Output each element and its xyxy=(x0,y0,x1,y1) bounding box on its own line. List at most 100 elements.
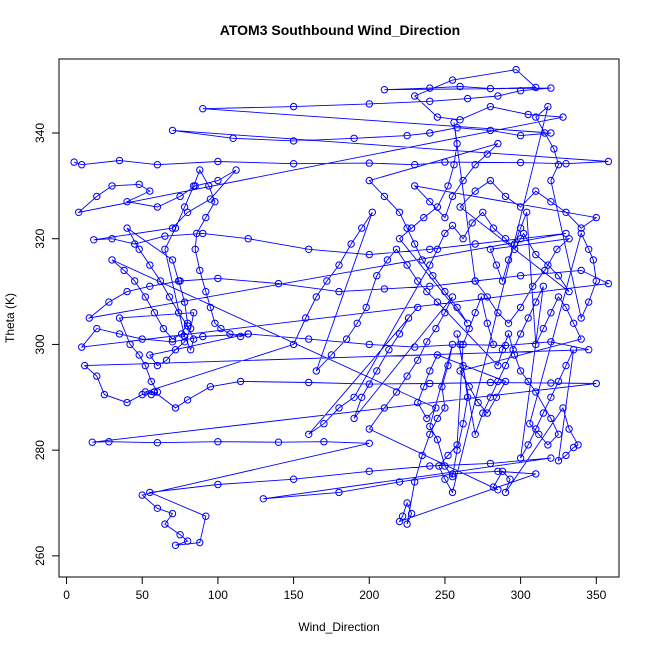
data-point xyxy=(483,319,491,327)
data-point xyxy=(547,176,555,185)
data-point xyxy=(180,203,189,211)
data-point xyxy=(156,277,165,285)
data-point xyxy=(214,480,222,489)
data-point xyxy=(510,245,519,254)
data-point xyxy=(90,236,98,244)
data-point xyxy=(577,314,585,322)
data-point xyxy=(176,531,184,539)
data-point xyxy=(274,438,283,446)
data-point xyxy=(81,361,89,370)
data-point xyxy=(146,488,154,497)
data-point xyxy=(141,293,150,301)
data-point xyxy=(450,118,458,127)
data-point xyxy=(411,478,419,486)
data-point xyxy=(524,314,532,322)
data-point xyxy=(426,462,434,470)
data-point xyxy=(161,245,169,254)
data-point xyxy=(147,390,156,399)
data-point xyxy=(411,182,419,190)
data-point xyxy=(236,377,245,386)
data-point xyxy=(474,398,482,407)
data-point xyxy=(426,245,434,254)
data-point xyxy=(135,245,143,254)
data-point xyxy=(547,393,555,401)
data-point xyxy=(510,240,519,248)
data-point xyxy=(168,224,177,232)
data-point xyxy=(468,219,476,227)
data-point xyxy=(471,309,479,317)
data-point xyxy=(539,282,547,290)
data-point xyxy=(448,340,457,349)
data-point xyxy=(358,224,366,232)
data-point xyxy=(168,509,177,518)
data-point xyxy=(141,388,150,396)
data-point xyxy=(494,361,502,370)
data-point xyxy=(75,208,83,217)
data-point xyxy=(592,213,600,222)
data-point xyxy=(585,346,593,354)
data-point xyxy=(479,208,487,217)
data-point xyxy=(350,134,358,143)
data-point xyxy=(183,396,192,404)
data-point xyxy=(532,470,540,478)
data-point xyxy=(365,159,373,167)
data-point xyxy=(244,235,252,243)
data-point xyxy=(453,303,461,312)
data-point xyxy=(138,491,146,499)
data-point xyxy=(165,293,174,301)
data-point xyxy=(512,65,520,74)
data-point xyxy=(426,129,434,137)
data-point xyxy=(146,351,154,359)
y-tick-label: 280 xyxy=(33,440,47,460)
data-point xyxy=(432,404,440,412)
data-point xyxy=(453,124,461,132)
data-point xyxy=(380,404,389,412)
data-point xyxy=(196,538,204,547)
data-point xyxy=(108,182,116,190)
data-point xyxy=(486,126,495,135)
data-point xyxy=(202,512,210,520)
data-point xyxy=(131,277,139,285)
data-point xyxy=(305,378,313,387)
data-point xyxy=(448,472,457,481)
data-point xyxy=(404,314,413,322)
data-point xyxy=(214,157,222,166)
data-point xyxy=(368,208,376,217)
data-point xyxy=(131,240,139,248)
data-point xyxy=(202,213,210,222)
data-point xyxy=(327,351,336,359)
y-tick-label: 340 xyxy=(33,123,47,143)
data-point xyxy=(486,176,495,185)
data-point xyxy=(589,256,597,264)
data-point xyxy=(226,330,234,338)
data-point xyxy=(504,256,513,264)
data-point xyxy=(477,293,485,301)
data-point xyxy=(70,158,78,166)
data-point xyxy=(438,383,446,391)
data-point xyxy=(153,439,162,447)
data-point xyxy=(138,335,146,343)
data-point xyxy=(547,379,555,387)
data-point xyxy=(516,330,525,338)
data-point xyxy=(448,76,457,84)
data-point xyxy=(516,303,525,312)
data-point xyxy=(483,150,491,158)
data-point xyxy=(289,137,298,145)
data-point xyxy=(433,298,442,306)
data-point xyxy=(433,351,442,359)
data-point xyxy=(161,520,169,528)
data-point xyxy=(229,134,237,143)
data-point xyxy=(191,245,199,254)
data-point xyxy=(183,537,192,545)
x-tick-label: 0 xyxy=(63,588,70,602)
data-point xyxy=(289,340,298,349)
data-point xyxy=(232,166,240,174)
data-point xyxy=(433,435,442,444)
data-point xyxy=(433,113,442,121)
data-point xyxy=(78,343,86,351)
data-point xyxy=(554,272,563,280)
data-point xyxy=(562,229,570,238)
data-point xyxy=(471,240,479,248)
data-point xyxy=(217,324,225,333)
data-point xyxy=(320,420,328,428)
